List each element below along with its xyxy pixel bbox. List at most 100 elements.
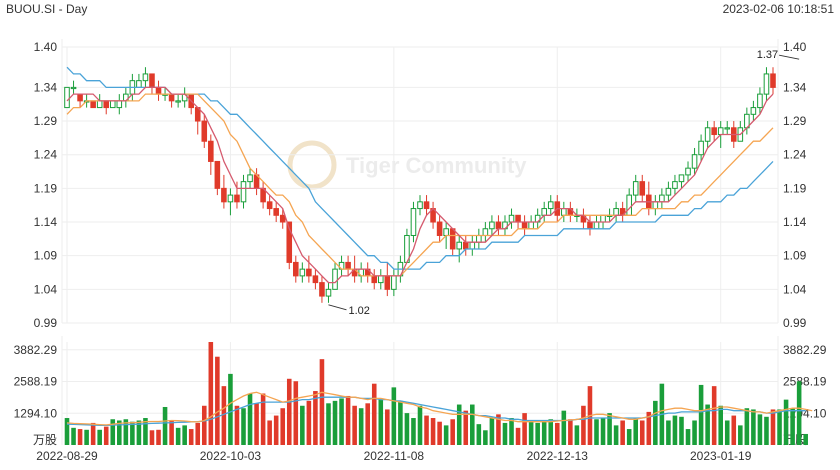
volume-bar [502, 422, 508, 445]
candle-body [293, 261, 299, 277]
candle-body [312, 275, 319, 284]
volume-bar [463, 410, 469, 445]
volume-y-axis-left: 3882.29 2588.19 1294.10 万股 [14, 343, 58, 447]
volume-bar [201, 405, 207, 445]
volume-bar [679, 416, 684, 445]
volume-bar [149, 430, 155, 445]
volume-bar [594, 419, 599, 445]
candle-body [436, 221, 443, 236]
candle-body [600, 214, 606, 223]
candle-body [685, 167, 691, 176]
candle-body [208, 140, 214, 162]
volume-bar [685, 429, 691, 445]
tiger-logo-icon [287, 140, 337, 190]
candle-body [763, 73, 770, 95]
volume-ma-a-line [66, 391, 813, 426]
candle-body [717, 127, 724, 136]
candle-body [469, 241, 476, 250]
candle-body [495, 221, 502, 230]
candle-body [410, 208, 417, 236]
low-leader-line [328, 304, 347, 311]
volume-bar [666, 420, 671, 445]
price-tick-label-right: 1.24 [783, 148, 807, 162]
volume-bar [358, 408, 364, 445]
volume-moving-averages [66, 391, 813, 427]
volume-bar [653, 400, 658, 445]
volume-bar [71, 427, 76, 445]
candle-body [659, 194, 665, 203]
candle-body [678, 174, 685, 183]
candle-body [70, 86, 77, 90]
volume-bar [110, 419, 116, 445]
volume-bar [136, 420, 142, 445]
volume-bar [280, 408, 286, 445]
candle-body [626, 194, 632, 216]
candle-body [528, 221, 534, 230]
volume-bar [639, 420, 645, 445]
volume-bar [352, 405, 357, 445]
watermark: Tiger Community [287, 140, 527, 190]
volume-bar [646, 411, 652, 445]
candle-body [345, 261, 351, 270]
grid [61, 39, 779, 324]
date-tick-label: 2023-01-19 [690, 449, 752, 463]
candle-body [64, 86, 70, 109]
volume-bar [581, 405, 586, 445]
candle-body [149, 73, 155, 88]
candle-body [319, 282, 325, 297]
price-candles [64, 67, 776, 303]
volume-tick-label-right: 2588.19 [783, 375, 827, 389]
candle-body [273, 208, 279, 216]
volume-bar [483, 430, 488, 445]
volume-bar [554, 422, 560, 445]
candle-body [476, 234, 482, 243]
volume-bar [90, 422, 96, 445]
price-tick-label-right: 1.19 [783, 181, 807, 195]
volume-bar [541, 420, 547, 445]
price-y-axis-left: 1.40 1.34 1.29 1.24 1.19 1.14 1.09 1.04 0.99 [34, 40, 58, 330]
candle-body [423, 201, 430, 210]
candle-body [371, 275, 378, 284]
volume-bar [293, 381, 299, 445]
candle-body [266, 201, 273, 210]
candle-body [234, 194, 240, 203]
volume-bar [84, 429, 89, 445]
volume-bar [796, 381, 802, 445]
candle-body [227, 194, 234, 203]
candle-body [711, 127, 717, 136]
volume-bar [633, 418, 639, 445]
volume-bar [319, 359, 325, 445]
volume-bar [162, 406, 168, 445]
candle-body [613, 208, 619, 216]
volume-bar [326, 403, 331, 445]
ma-short-line [66, 86, 774, 284]
volume-bar [620, 420, 625, 445]
candle-body [541, 208, 547, 216]
candle-body [561, 208, 567, 216]
candle-body [704, 127, 711, 142]
volume-bar [548, 419, 554, 445]
volume-bar [764, 416, 769, 445]
candle-body [770, 73, 776, 88]
volume-bar [509, 418, 514, 445]
candle-body [214, 160, 221, 189]
candle-body [593, 221, 600, 230]
candle-body [750, 107, 757, 115]
volume-bar [724, 420, 730, 445]
volume-bar [751, 409, 756, 445]
volume-bar [234, 405, 240, 445]
volume-bar [117, 420, 122, 445]
high-label: 1.37 [757, 49, 778, 61]
price-tick-label-right: 1.09 [783, 249, 807, 263]
candle-body [482, 228, 489, 236]
volume-bar [378, 399, 384, 445]
volume-bar [241, 408, 246, 445]
price-tick-label-right: 1.34 [783, 80, 807, 94]
volume-bar [731, 415, 737, 445]
candle-body [698, 140, 704, 156]
price-tick-label-right: 0.99 [783, 316, 807, 330]
volume-bar [228, 373, 233, 445]
volume-bar [332, 400, 338, 445]
